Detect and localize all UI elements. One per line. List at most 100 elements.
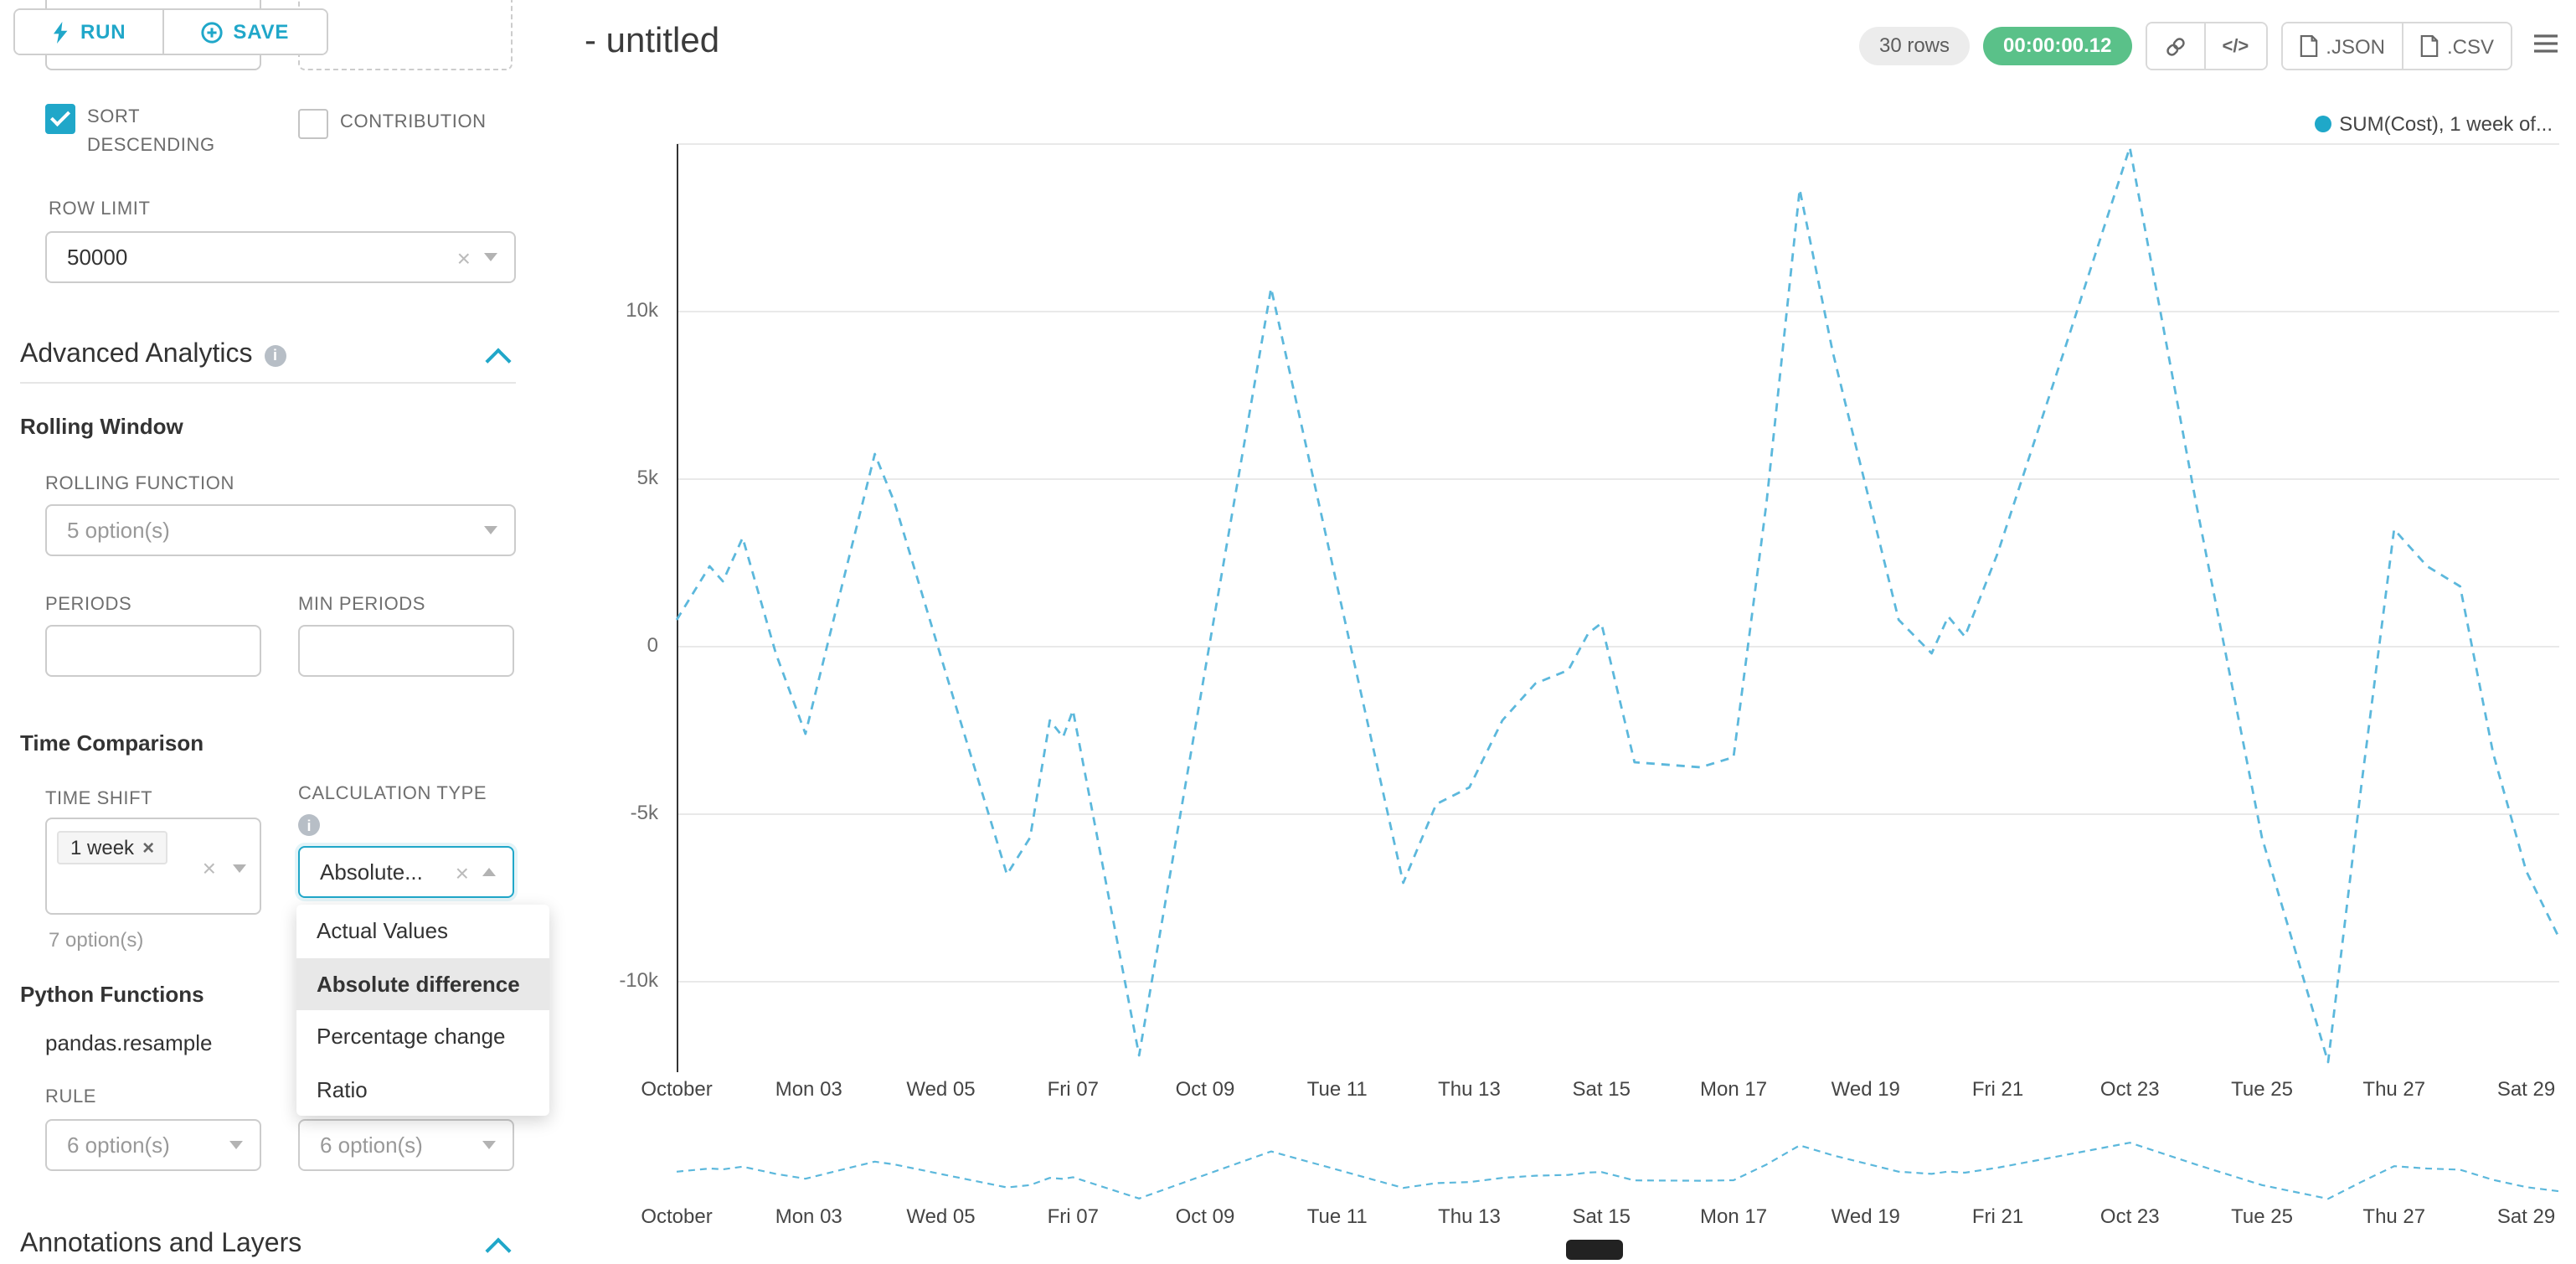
x-tick-label: Sat 29 — [2496, 1077, 2556, 1101]
run-button[interactable]: RUN — [15, 10, 163, 54]
annotations-layers-header[interactable]: Annotations and Layers — [20, 1230, 301, 1260]
row-limit-label: ROW LIMIT — [49, 199, 151, 219]
row-limit-select[interactable]: 50000 × — [45, 231, 516, 283]
link-icon — [2163, 34, 2187, 58]
dropdown-option[interactable]: Actual Values — [317, 918, 449, 944]
rolling-window-title: Rolling Window — [20, 414, 183, 439]
contribution-checkbox[interactable]: CONTRIBUTION — [298, 109, 487, 139]
chevron-down-icon[interactable] — [229, 1141, 243, 1149]
rule-placeholder: 6 option(s) — [320, 1132, 423, 1158]
clear-icon[interactable]: × — [455, 859, 469, 885]
main-line-chart[interactable] — [675, 143, 2561, 1072]
sort-descending-checkbox[interactable]: SORT DESCENDING — [45, 104, 229, 161]
control-panel: option(s) RUN SAVE SORT DESCENDING — [0, 0, 549, 1264]
sort-descending-label: SORT DESCENDING — [87, 107, 215, 156]
rolling-function-select[interactable]: 5 option(s) — [45, 504, 516, 556]
y-tick-label: 5k — [636, 466, 658, 489]
info-icon[interactable]: i — [298, 814, 320, 836]
time-comparison-title: Time Comparison — [20, 730, 204, 756]
info-icon[interactable]: i — [264, 344, 286, 366]
x-tick-label: Fri 07 — [1047, 1205, 1099, 1228]
x-tick-label: Wed 05 — [906, 1205, 976, 1228]
y-tick-label: -5k — [630, 801, 658, 824]
chart-resize-handle[interactable] — [1566, 1240, 1623, 1260]
chevron-down-icon[interactable] — [233, 864, 246, 872]
chart-title: - untitled — [585, 22, 720, 60]
section-divider — [20, 382, 516, 384]
partial-drop-target[interactable] — [298, 0, 513, 70]
dropdown-option[interactable]: Percentage change — [317, 1024, 506, 1050]
clear-icon[interactable]: × — [456, 244, 471, 271]
x-tick-label: Thu 27 — [2362, 1205, 2426, 1228]
x-tick-label: Thu 27 — [2362, 1077, 2426, 1101]
calculation-type-select[interactable]: Absolute... × — [298, 846, 514, 898]
rule-select-left[interactable]: 6 option(s) — [45, 1119, 261, 1171]
bolt-icon — [52, 21, 70, 43]
periods-input[interactable] — [45, 625, 261, 677]
chart-legend[interactable]: SUM(Cost), 1 week of... — [2314, 112, 2553, 136]
code-icon: </> — [2222, 36, 2249, 56]
checkbox-box[interactable] — [45, 104, 75, 134]
calculation-type-value: Absolute... — [320, 859, 423, 885]
save-button[interactable]: SAVE — [162, 10, 327, 54]
chevron-down-icon[interactable] — [482, 1141, 496, 1149]
chart-header-actions: 30 rows 00:00:00.12 </> .JSON — [1858, 22, 2566, 70]
file-icon — [2420, 34, 2439, 58]
x-tick-label: Mon 17 — [1700, 1077, 1768, 1101]
rule-label: RULE — [45, 1087, 97, 1107]
run-button-label: RUN — [80, 20, 126, 44]
x-tick-label: Mon 03 — [775, 1205, 842, 1228]
y-tick-label: -10k — [619, 968, 658, 992]
advanced-analytics-header[interactable]: Advanced Analytics i — [20, 340, 286, 370]
x-tick-label: Thu 13 — [1438, 1205, 1501, 1228]
export-csv-button[interactable]: .CSV — [2401, 23, 2511, 69]
remove-tag-icon[interactable]: × — [142, 836, 155, 859]
x-tick-label: October — [641, 1077, 713, 1101]
min-periods-label: MIN PERIODS — [298, 595, 426, 615]
rows-badge: 30 rows — [1858, 27, 1971, 65]
export-button-group: .JSON .CSV — [2280, 22, 2512, 70]
row-limit-value: 50000 — [67, 245, 128, 270]
timer-badge: 00:00:00.12 — [1983, 27, 2132, 65]
x-tick-label: Oct 23 — [2099, 1205, 2160, 1228]
x-tick-label: Wed 19 — [1831, 1205, 1900, 1228]
share-button-group: </> — [2145, 22, 2268, 70]
dropdown-option[interactable]: Ratio — [317, 1076, 368, 1102]
save-button-label: SAVE — [233, 20, 290, 44]
dropdown-option[interactable]: Absolute difference — [296, 957, 549, 1010]
periods-label: PERIODS — [45, 595, 132, 615]
advanced-analytics-title: Advanced Analytics — [20, 340, 253, 369]
time-shift-select[interactable]: 1 week × × — [45, 818, 261, 915]
file-icon — [2299, 34, 2317, 58]
chevron-down-icon[interactable] — [484, 253, 497, 261]
chevron-up-icon[interactable] — [485, 348, 512, 374]
x-tick-label: Oct 09 — [1175, 1205, 1235, 1228]
copy-link-button[interactable] — [2146, 23, 2204, 69]
clear-icon[interactable]: × — [202, 854, 216, 881]
export-json-button[interactable]: .JSON — [2282, 23, 2402, 69]
legend-label: SUM(Cost), 1 week of... — [2339, 112, 2553, 136]
min-periods-input[interactable] — [298, 625, 514, 677]
pandas-resample-label: pandas.resample — [45, 1030, 213, 1055]
mini-context-chart[interactable] — [676, 1142, 2560, 1200]
hamburger-icon — [2532, 32, 2559, 55]
rolling-function-placeholder: 5 option(s) — [67, 518, 170, 543]
contribution-label: CONTRIBUTION — [340, 112, 487, 132]
chevron-up-icon[interactable] — [482, 868, 496, 876]
rule-select-right[interactable]: 6 option(s) — [298, 1119, 514, 1171]
export-json-label: .JSON — [2326, 34, 2385, 58]
run-save-button-group: RUN SAVE — [13, 8, 328, 55]
x-tick-label: Tue 11 — [1306, 1077, 1368, 1101]
x-tick-label: Mon 17 — [1700, 1205, 1768, 1228]
checkbox-box[interactable] — [298, 109, 328, 139]
x-tick-label: Tue 25 — [2231, 1205, 2293, 1228]
x-tick-label: Tue 25 — [2231, 1077, 2293, 1101]
x-tick-label: Wed 19 — [1831, 1077, 1900, 1101]
more-menu-button[interactable] — [2526, 28, 2566, 64]
x-tick-label: October — [641, 1205, 713, 1228]
chevron-up-icon[interactable] — [485, 1237, 512, 1264]
x-tick-label: Sat 15 — [1572, 1077, 1631, 1101]
chevron-down-icon[interactable] — [484, 526, 497, 534]
embed-code-button[interactable]: </> — [2203, 23, 2266, 69]
